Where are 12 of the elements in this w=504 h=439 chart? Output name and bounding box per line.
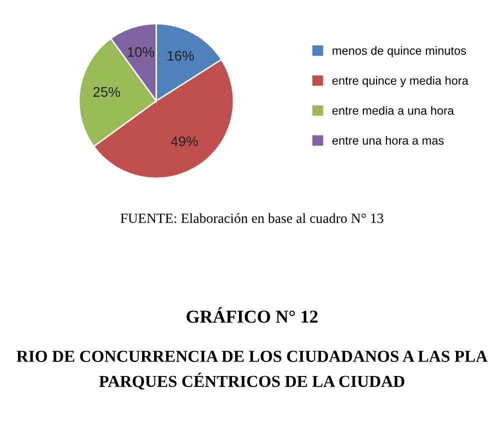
source-note: FUENTE: Elaboración en base al cuadro N° 13 <box>120 213 384 224</box>
data-label: 49% <box>170 136 198 146</box>
legend-label: menos de quince minutos <box>332 46 466 58</box>
text: RIO DE CONCURRENCIA DE LOS CIUDADANOS A LAS PLA <box>16 350 488 362</box>
legend-label: entre una hora a mas <box>332 136 444 145</box>
data-label: 16% <box>168 50 194 61</box>
legend-label: entre media a una hora <box>332 106 454 115</box>
text: GRÁFICO N° 12 <box>186 307 318 323</box>
data-label: 10% <box>128 47 154 57</box>
legend-label: entre quince y media hora <box>332 76 468 88</box>
text: PARQUES CÉNTRICOS DE LA CIUDAD <box>99 372 404 390</box>
data-label: 25% <box>93 87 120 97</box>
